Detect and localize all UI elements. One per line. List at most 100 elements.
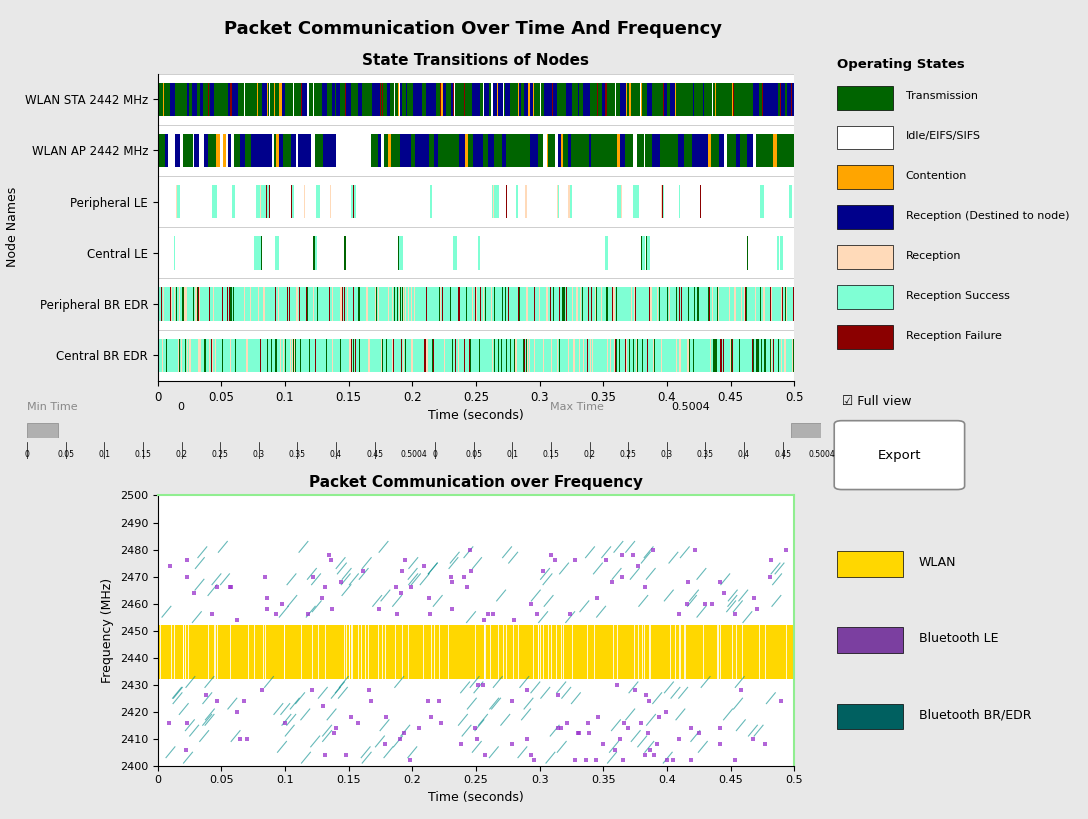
Point <box>670 608 688 621</box>
Bar <box>181 83 182 116</box>
Bar <box>542 338 543 372</box>
Bar <box>503 287 505 321</box>
Point <box>732 684 750 697</box>
Point <box>629 559 646 572</box>
Bar <box>164 83 165 116</box>
Bar <box>598 83 602 116</box>
Bar <box>310 338 312 372</box>
Bar <box>500 287 502 321</box>
Bar <box>486 338 487 372</box>
Bar <box>472 83 474 116</box>
Bar <box>158 133 165 167</box>
Bar <box>252 338 255 372</box>
Bar <box>280 133 283 167</box>
Bar <box>359 133 361 167</box>
Bar <box>310 83 313 116</box>
Point <box>615 716 632 729</box>
Bar <box>549 338 551 372</box>
Bar <box>413 287 415 321</box>
Bar <box>503 338 504 372</box>
Bar <box>746 338 747 372</box>
Point <box>299 608 317 621</box>
Bar <box>288 338 290 372</box>
Text: 0: 0 <box>177 402 185 412</box>
Bar <box>504 83 505 116</box>
Bar <box>544 338 546 372</box>
Bar <box>199 133 202 167</box>
Bar <box>380 338 381 372</box>
Bar <box>670 133 678 167</box>
Bar <box>709 83 712 116</box>
Bar <box>362 83 367 116</box>
Bar <box>742 338 743 372</box>
Bar <box>316 185 320 219</box>
Bar <box>837 86 893 110</box>
Bar <box>361 133 364 167</box>
Bar <box>173 338 175 372</box>
Bar <box>557 133 561 167</box>
Point <box>611 732 629 745</box>
Point <box>361 684 379 697</box>
Bar <box>422 83 426 116</box>
Bar <box>774 133 777 167</box>
Bar <box>719 133 725 167</box>
Bar <box>641 338 642 372</box>
Bar <box>172 287 173 321</box>
Bar <box>691 338 692 372</box>
Bar <box>461 287 463 321</box>
Bar <box>202 287 203 321</box>
Bar <box>346 83 350 116</box>
Bar <box>746 287 749 321</box>
Bar <box>571 83 574 116</box>
Bar <box>505 83 506 116</box>
Bar <box>459 338 461 372</box>
Bar <box>162 83 164 116</box>
Bar <box>275 83 280 116</box>
Bar <box>571 338 572 372</box>
Bar <box>647 287 648 321</box>
Bar <box>344 338 346 372</box>
Bar <box>390 83 394 116</box>
Bar <box>388 133 391 167</box>
Bar <box>286 287 287 321</box>
Point <box>519 732 536 745</box>
Point <box>641 695 658 708</box>
Bar <box>498 338 500 372</box>
Text: Contention: Contention <box>906 171 967 181</box>
Bar <box>326 83 332 116</box>
Text: 0.4: 0.4 <box>738 450 750 459</box>
Bar <box>647 83 653 116</box>
Bar <box>560 338 562 372</box>
Bar <box>309 83 310 116</box>
Bar <box>300 287 302 321</box>
Text: 0.2: 0.2 <box>175 450 187 459</box>
Text: 0.25: 0.25 <box>620 450 636 459</box>
Bar <box>220 287 222 321</box>
Bar <box>199 287 201 321</box>
Bar <box>168 287 170 321</box>
Bar <box>343 287 344 321</box>
Bar <box>345 287 347 321</box>
Bar <box>493 83 496 116</box>
Bar <box>708 133 710 167</box>
Bar <box>258 236 261 269</box>
Bar <box>405 133 411 167</box>
Point <box>422 711 440 724</box>
Bar <box>620 83 626 116</box>
Bar <box>470 287 472 321</box>
Bar <box>710 133 719 167</box>
Bar <box>684 287 685 321</box>
Text: WLAN: WLAN <box>918 556 956 569</box>
Bar <box>313 236 314 269</box>
Bar <box>312 338 313 372</box>
Bar <box>381 287 383 321</box>
Bar <box>333 287 334 321</box>
Bar <box>443 83 446 116</box>
Bar <box>837 325 893 349</box>
Point <box>570 726 588 740</box>
Bar <box>195 287 196 321</box>
Point <box>745 591 763 604</box>
Bar <box>788 338 790 372</box>
Bar <box>591 338 592 372</box>
Bar <box>350 185 353 219</box>
